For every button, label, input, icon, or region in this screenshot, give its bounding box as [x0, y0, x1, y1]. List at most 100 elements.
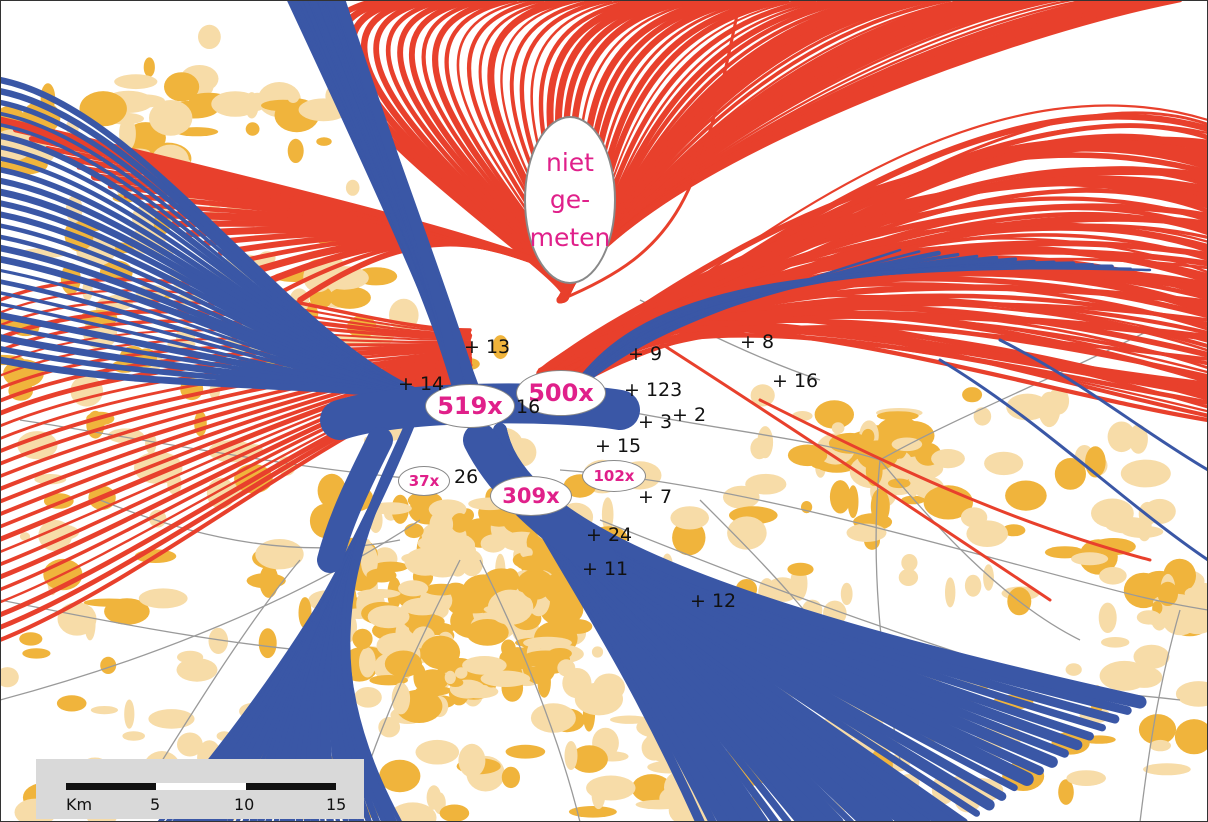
- station-16-west: 16: [516, 396, 541, 418]
- urban-patch: [1066, 770, 1106, 786]
- station-13: + 13: [464, 336, 511, 358]
- urban-patch: [492, 335, 509, 360]
- urban-patch: [245, 92, 259, 119]
- urban-patch: [320, 266, 369, 290]
- urban-patch: [1091, 498, 1134, 528]
- departure-track: [0, 352, 472, 466]
- arrival-track: [938, 358, 1208, 562]
- urban-patch: [1175, 681, 1208, 707]
- urban-patch: [846, 523, 887, 542]
- road: [0, 519, 421, 701]
- departure-track: [0, 355, 473, 491]
- departure-track: [0, 354, 472, 479]
- urban-patch: [750, 437, 769, 460]
- departure-track: [638, 328, 1052, 602]
- urban-patch: [1152, 601, 1163, 615]
- urban-patch: [1099, 567, 1127, 585]
- urban-patch: [84, 606, 96, 641]
- urban-patch: [454, 667, 468, 679]
- urban-patch: [402, 597, 443, 616]
- station-2: + 2: [672, 404, 707, 426]
- urban-patch: [564, 741, 578, 770]
- urban-patch: [460, 549, 484, 577]
- station-1: + 1: [624, 379, 659, 401]
- urban-patch: [198, 24, 221, 49]
- urban-patch: [964, 574, 982, 597]
- track-count-102: 102x: [582, 460, 646, 492]
- urban-patch: [983, 564, 994, 591]
- urban-patch: [138, 588, 188, 609]
- road: [559, 469, 1208, 611]
- track-count-309: 309x: [490, 476, 572, 516]
- urban-patch: [523, 636, 572, 649]
- urban-patch: [287, 138, 304, 163]
- urban-patch: [429, 510, 454, 539]
- station-12: + 12: [690, 590, 737, 612]
- urban-patch: [354, 687, 382, 708]
- urban-patch: [177, 650, 204, 664]
- urban-patch: [727, 516, 767, 550]
- urban-patch: [124, 699, 135, 729]
- departure-track: [0, 357, 472, 504]
- urban-patch: [745, 473, 787, 495]
- urban-patch: [450, 513, 469, 533]
- urban-patch: [574, 682, 624, 716]
- urban-patch: [516, 555, 554, 572]
- urban-patch: [530, 703, 576, 733]
- urban-patch: [568, 806, 617, 818]
- urban-patch: [466, 619, 509, 646]
- urban-patch: [122, 731, 145, 741]
- urban-patch: [840, 582, 853, 606]
- urban-patch: [90, 706, 118, 715]
- station-14: + 14: [398, 373, 445, 395]
- urban-patch: [56, 695, 87, 712]
- departure-track: [538, 294, 1208, 375]
- urban-patch: [416, 669, 449, 691]
- urban-patch: [1058, 779, 1074, 805]
- station-15: + 15: [595, 435, 642, 457]
- urban-patch: [787, 562, 814, 576]
- urban-patch: [1048, 387, 1070, 415]
- urban-patch: [945, 577, 956, 608]
- urban-patch: [462, 656, 507, 675]
- urban-patch: [384, 650, 422, 678]
- urban-patch: [19, 632, 43, 646]
- urban-patch: [829, 480, 851, 514]
- urban-patch: [1120, 459, 1171, 488]
- urban-patch: [258, 628, 277, 659]
- urban-patch: [1136, 610, 1161, 625]
- urban-patch: [1137, 519, 1152, 542]
- urban-patch: [1098, 602, 1117, 633]
- urban-patch: [114, 74, 158, 90]
- urban-patch: [601, 497, 614, 532]
- count-label: 519x: [437, 392, 503, 420]
- urban-patch: [1091, 538, 1136, 556]
- urban-patch: [505, 744, 546, 759]
- departure-track: [0, 367, 472, 567]
- urban-patch: [1133, 644, 1170, 669]
- urban-patch: [83, 598, 134, 607]
- urban-patch: [369, 675, 409, 686]
- urban-patch: [79, 91, 127, 127]
- arrival-track: [998, 338, 1208, 472]
- urban-patch: [123, 94, 166, 108]
- urban-patch: [19, 532, 31, 541]
- station-24: + 24: [586, 524, 633, 546]
- urban-patch: [357, 589, 401, 599]
- urban-patch: [543, 601, 571, 626]
- urban-patch: [1126, 666, 1163, 688]
- urban-patch: [143, 57, 155, 77]
- urban-patch: [548, 648, 572, 659]
- urban-patch: [480, 534, 507, 553]
- count-label: 500x: [528, 379, 594, 407]
- urban-patch: [100, 656, 117, 675]
- urban-patch: [34, 474, 67, 485]
- track-count-500: 500x: [516, 370, 606, 416]
- departure-track: [0, 362, 473, 542]
- urban-patch: [246, 573, 286, 589]
- urban-patch: [901, 554, 918, 572]
- urban-patch: [487, 589, 534, 625]
- road: [479, 559, 581, 822]
